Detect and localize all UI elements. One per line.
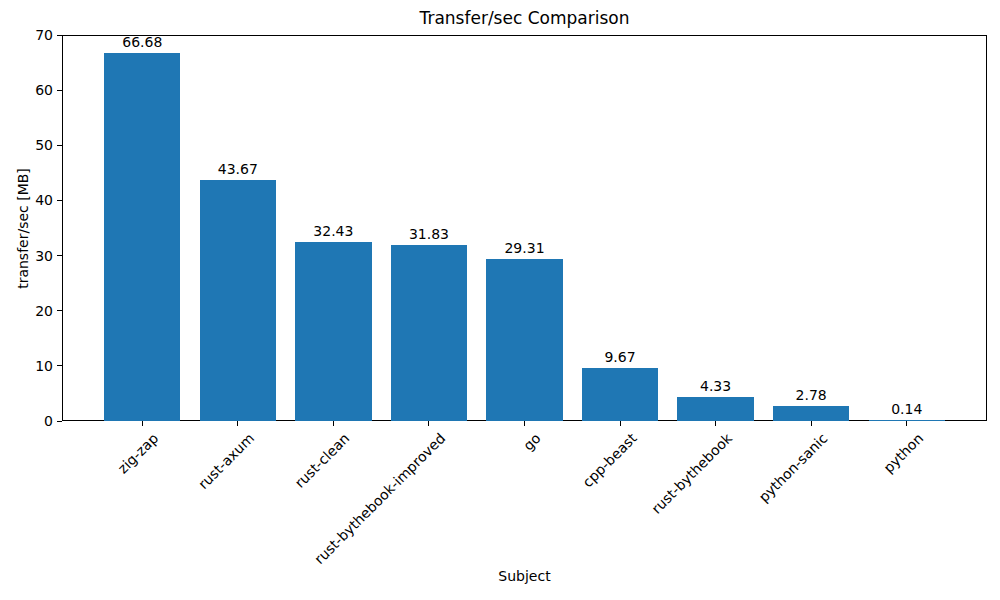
x-tick-label-python: python xyxy=(880,430,927,477)
x-tick-label-zig-zap: zig-zap xyxy=(115,430,162,477)
bar-zig-zap xyxy=(104,53,180,421)
bar-rust-clean xyxy=(295,242,371,421)
y-axis-tick xyxy=(57,255,62,256)
bar-value-label: 9.67 xyxy=(580,349,660,366)
y-tick-label: 70 xyxy=(0,26,53,44)
x-tick-label-rust-axum: rust-axum xyxy=(195,430,258,493)
bar-rust-bythebook-improved xyxy=(391,245,467,421)
y-tick-label: 0 xyxy=(0,412,53,430)
y-axis-tick xyxy=(57,310,62,311)
y-axis-tick xyxy=(57,145,62,146)
x-axis-tick xyxy=(142,421,143,426)
bar-rust-bythebook xyxy=(677,397,753,421)
x-tick-label-rust-bythebook: rust-bythebook xyxy=(648,430,736,518)
bar-value-label: 2.78 xyxy=(771,387,851,404)
bar-chart-figure: Transfer/sec Comparison 0102030405060706… xyxy=(0,0,1000,600)
x-tick-label-rust-clean: rust-clean xyxy=(292,430,354,492)
y-axis-title: transfer/sec [MB] xyxy=(15,79,32,379)
x-axis-tick xyxy=(811,421,812,426)
x-tick-label-cpp-beast: cpp-beast xyxy=(579,430,640,491)
x-axis-tick xyxy=(333,421,334,426)
bar-value-label: 31.83 xyxy=(389,226,469,243)
chart-title: Transfer/sec Comparison xyxy=(62,8,987,28)
x-tick-label-go: go xyxy=(520,430,544,454)
x-axis-tick xyxy=(237,421,238,426)
y-axis-tick xyxy=(57,365,62,366)
bar-value-label: 0.14 xyxy=(867,401,947,418)
bar-rust-axum xyxy=(200,180,276,421)
y-axis-tick xyxy=(57,421,62,422)
y-axis-tick xyxy=(57,200,62,201)
bar-value-label: 32.43 xyxy=(293,223,373,240)
bar-cpp-beast xyxy=(582,368,658,421)
x-tick-label-python-sanic: python-sanic xyxy=(755,430,831,506)
x-axis-tick xyxy=(906,421,907,426)
x-axis-tick xyxy=(715,421,716,426)
bar-go xyxy=(486,259,562,421)
bar-value-label: 66.68 xyxy=(102,34,182,51)
bar-value-label: 43.67 xyxy=(198,161,278,178)
bar-value-label: 29.31 xyxy=(485,240,565,257)
x-axis-tick xyxy=(428,421,429,426)
x-axis-tick xyxy=(620,421,621,426)
y-axis-tick xyxy=(57,35,62,36)
x-axis-tick xyxy=(524,421,525,426)
y-axis-tick xyxy=(57,90,62,91)
bar-python-sanic xyxy=(773,406,849,421)
bar-value-label: 4.33 xyxy=(676,378,756,395)
x-axis-title: Subject xyxy=(62,568,987,585)
